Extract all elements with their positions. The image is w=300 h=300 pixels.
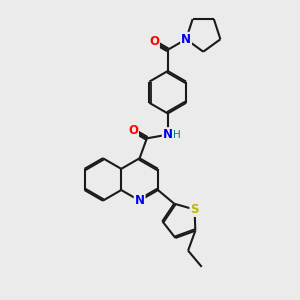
Text: O: O bbox=[149, 35, 159, 48]
Text: N: N bbox=[181, 33, 191, 46]
Text: H: H bbox=[173, 130, 181, 140]
Text: N: N bbox=[163, 128, 173, 141]
Text: N: N bbox=[135, 194, 145, 207]
Text: O: O bbox=[128, 124, 138, 137]
Text: S: S bbox=[190, 203, 199, 216]
